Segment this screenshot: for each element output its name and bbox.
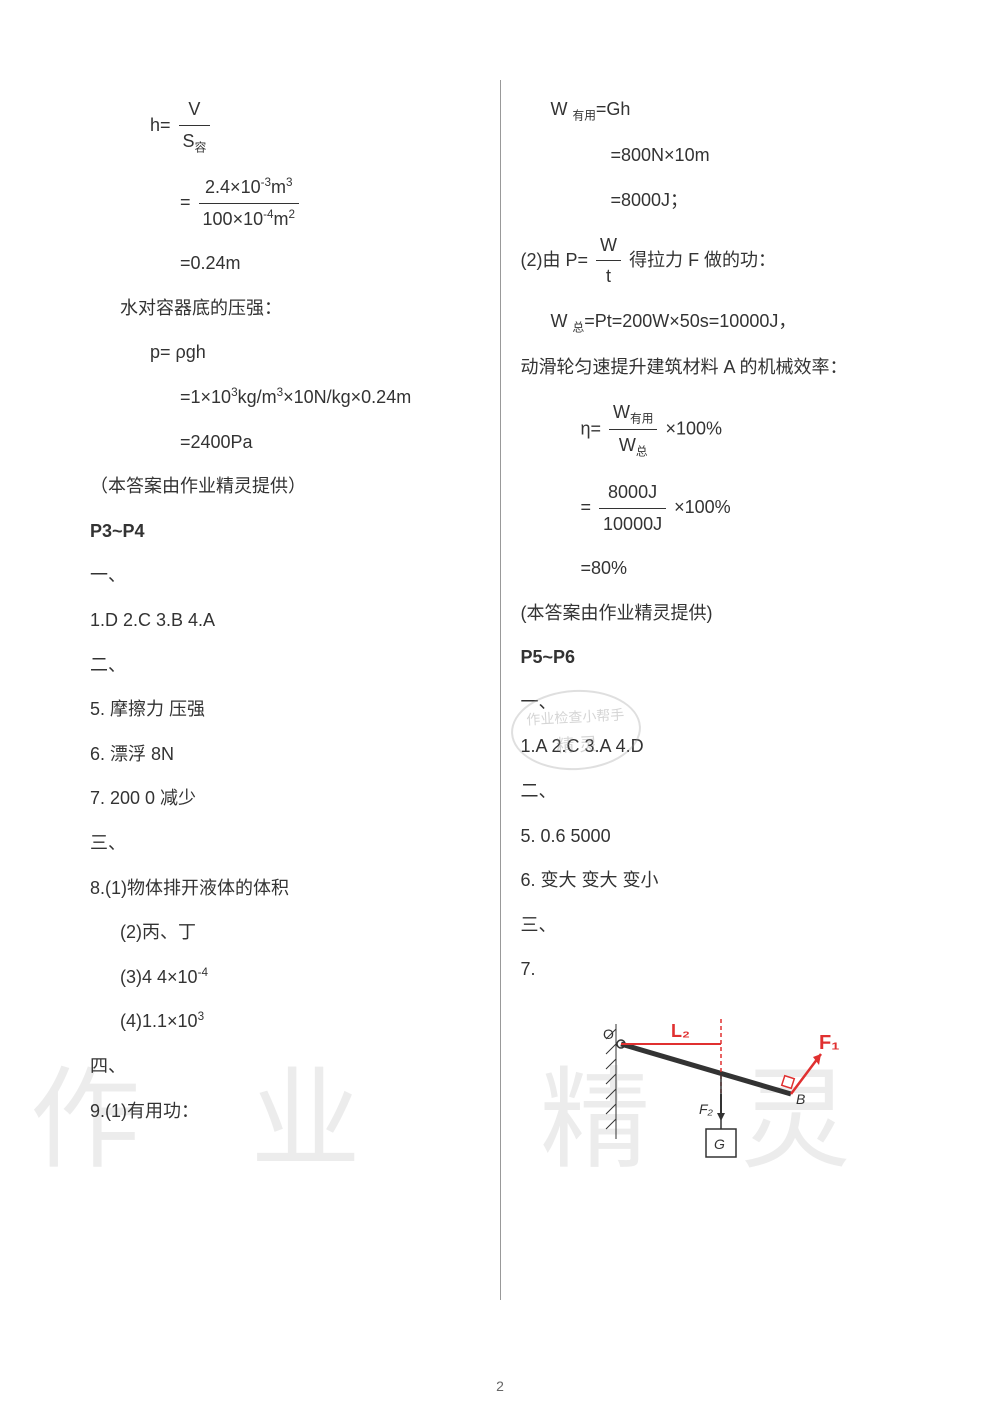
answer-7: 7. 200 0 减少 <box>90 783 480 814</box>
answer-8-4: (4)1.1×103 <box>90 1006 480 1037</box>
answer-9: 9.(1)有用功： <box>90 1096 480 1127</box>
equation-eta-step: = 8000J 10000J ×100% <box>521 477 911 539</box>
fraction: 2.4×10-3m3 100×10-4m2 <box>199 172 300 234</box>
subsection-1: 一、 <box>521 687 911 718</box>
answer-5: 5. 0.6 5000 <box>521 821 911 852</box>
frac-den: S容 <box>179 126 211 158</box>
label-B: B <box>796 1091 805 1107</box>
equation-eta: η= W有用 W总 ×100% <box>521 397 911 463</box>
page-container: h= V S容 = 2.4×10-3m3 100×10-4m2 =0.24m 水… <box>0 0 1000 1340</box>
text-pressure-intro: 水对容器底的压强： <box>90 293 480 324</box>
equation-w-result: =8000J； <box>521 185 911 216</box>
label-O: O <box>603 1026 614 1042</box>
subsection-1: 一、 <box>90 560 480 591</box>
fraction: V S容 <box>179 94 211 158</box>
eq-lhs: h= <box>150 115 171 135</box>
text-power-intro: (2)由 P= W t 得拉力 F 做的功： <box>521 230 911 292</box>
right-column: 作业检查小帮手 精 灵 W 有用=Gh =800N×10m =8000J； (2… <box>501 80 931 1300</box>
label-G: G <box>714 1136 725 1152</box>
answer-8-2: (2)丙、丁 <box>90 917 480 948</box>
equation-w-step: =800N×10m <box>521 140 911 171</box>
equation-p-result: =2400Pa <box>90 427 480 458</box>
equation-eta-result: =80% <box>521 553 911 584</box>
equation-w-total: W 总=Pt=200W×50s=10000J， <box>521 306 911 338</box>
answer-7: 7. <box>521 954 911 985</box>
equation-w-useful: W 有用=Gh <box>521 94 911 126</box>
credit-text: （本答案由作业精灵提供） <box>90 471 480 502</box>
fraction: 8000J 10000J <box>599 477 666 539</box>
fraction: W有用 W总 <box>609 397 657 463</box>
subsection-4: 四、 <box>90 1051 480 1082</box>
frac-num: 2.4×10-3m3 <box>199 172 300 204</box>
equation-h-result: =0.24m <box>90 248 480 279</box>
equation-p-step: =1×103kg/m3×10N/kg×0.24m <box>90 382 480 413</box>
answers-1-4: 1.D 2.C 3.B 4.A <box>90 605 480 636</box>
subsection-3: 三、 <box>90 828 480 859</box>
credit-text: (本答案由作业精灵提供) <box>521 598 911 629</box>
answers-1-4: 1.A 2.C 3.A 4.D <box>521 731 911 762</box>
answer-8-1: 8.(1)物体排开液体的体积 <box>90 873 480 904</box>
page-number: 2 <box>496 1378 504 1394</box>
lever-diagram: O B L₂ F₁ F₂ <box>561 999 841 1169</box>
section-heading-p5p6: P5~P6 <box>521 642 911 673</box>
section-heading-p3p4: P3~P4 <box>90 516 480 547</box>
label-F2: F₂ <box>699 1101 714 1117</box>
equation-p: p= ρgh <box>90 337 480 368</box>
left-column: h= V S容 = 2.4×10-3m3 100×10-4m2 =0.24m 水… <box>70 80 501 1300</box>
fraction: W t <box>596 230 621 292</box>
answer-6: 6. 变大 变大 变小 <box>521 865 911 896</box>
diagram-svg: O B L₂ F₁ F₂ <box>561 999 841 1169</box>
subsection-3: 三、 <box>521 910 911 941</box>
label-F1: F₁ <box>819 1032 840 1054</box>
text-efficiency-intro: 动滑轮匀速提升建筑材料 A 的机械效率： <box>521 352 911 383</box>
equation-h-step2: = 2.4×10-3m3 100×10-4m2 <box>90 172 480 234</box>
answer-8-3: (3)4 4×10-4 <box>90 962 480 993</box>
answer-6: 6. 漂浮 8N <box>90 739 480 770</box>
subsection-2: 二、 <box>90 650 480 681</box>
subsection-2: 二、 <box>521 776 911 807</box>
answer-5: 5. 摩擦力 压强 <box>90 694 480 725</box>
frac-num: V <box>179 94 211 126</box>
label-L2: L₂ <box>671 1021 690 1041</box>
equation-h: h= V S容 <box>90 94 480 158</box>
frac-den: 100×10-4m2 <box>199 204 300 235</box>
